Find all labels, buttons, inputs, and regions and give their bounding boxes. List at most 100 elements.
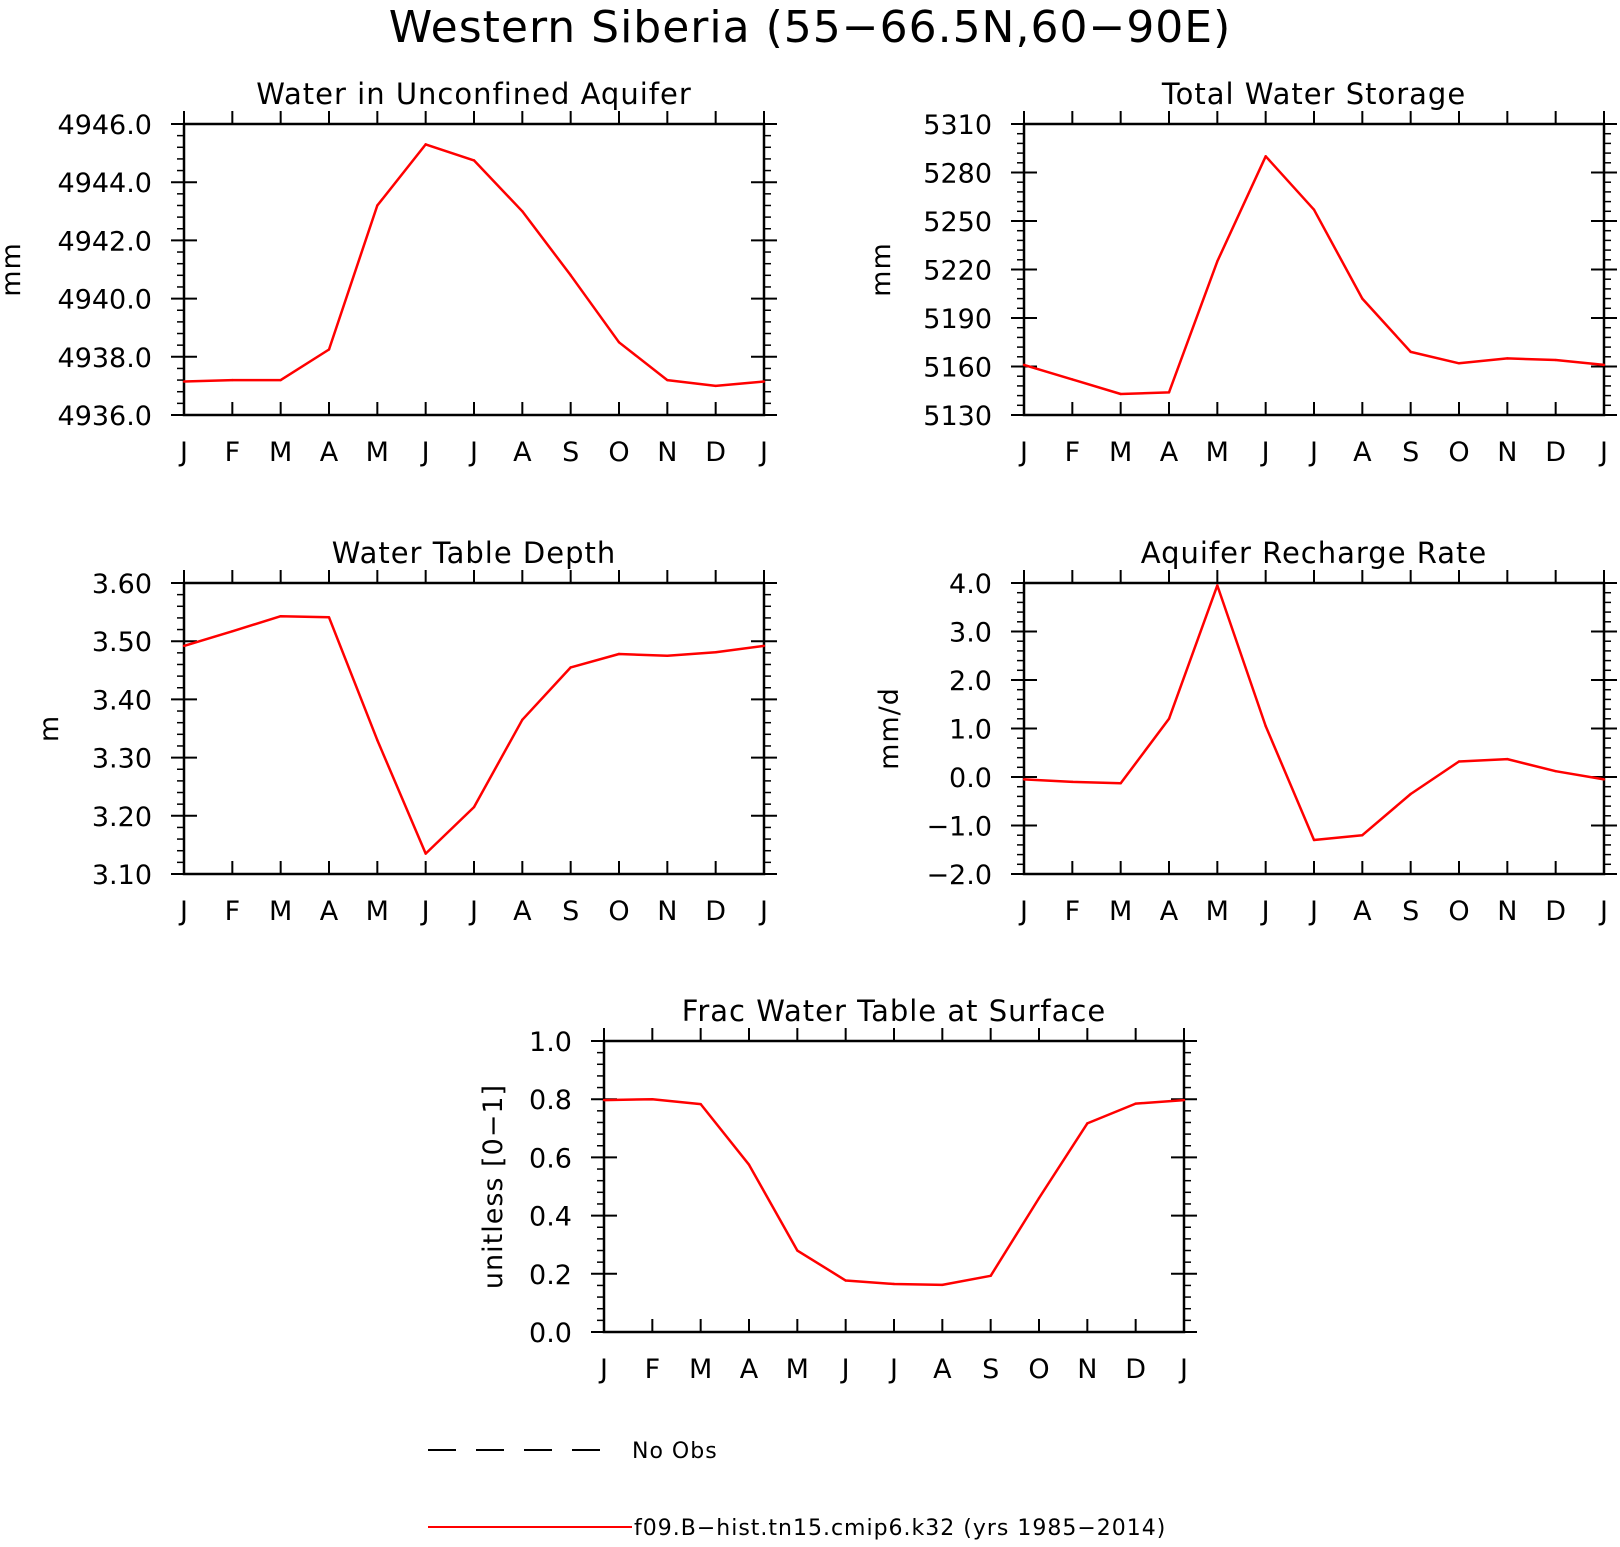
y-tick-label: 4940.0 [58,285,152,316]
data-point [1361,834,1364,837]
data-point [424,852,427,855]
data-point [762,644,766,648]
y-axis-label: mm/d [874,687,905,770]
y-tick-label: 5250 [923,207,992,238]
x-tick-label: N [1497,896,1517,927]
panel-title: Water Table Depth [332,536,617,570]
data-point [1506,357,1509,360]
data-point [666,378,669,382]
data-point [1216,584,1219,587]
data-point [699,1102,702,1106]
data-point [1457,362,1461,365]
data-point [521,210,524,213]
x-tick-label: J [178,896,188,927]
x-tick-label: J [840,1354,850,1385]
legend: No Obs f09.B−hist.tn15.cmip6.k32 (yrs 19… [428,1439,1165,1541]
data-point [1312,838,1316,842]
data-point [1022,363,1026,367]
data-point [1071,378,1074,381]
data-point [1182,1098,1186,1102]
x-tick-label: S [562,896,579,927]
x-tick-label: M [1109,437,1132,468]
series-line [603,1097,1185,1287]
x-tick-label: J [1308,896,1318,927]
y-axis-label: unitless [0−1] [478,1084,509,1289]
x-tick-label: A [1160,896,1179,927]
y-tick-label: 0.0 [949,763,992,794]
data-point [1037,1196,1041,1200]
x-tick-label: J [1308,437,1318,468]
legend-label-no-obs: No Obs [632,1439,718,1464]
data-point [666,654,669,657]
data-point [762,380,766,383]
y-tick-label: 5190 [923,304,992,335]
data-point [569,274,572,277]
x-tick-label: O [1028,1354,1049,1385]
figure-title: Western Siberia (55−66.5N,60−90E) [389,2,1232,53]
x-tick-label: D [1125,1354,1146,1385]
data-point [1167,391,1171,394]
data-point [1361,297,1364,300]
y-tick-label: 4944.0 [58,168,152,199]
panel-title: Total Water Storage [1161,77,1466,111]
y-tick-label: 3.40 [92,685,152,716]
panel-title: Water in Unconfined Aquifer [256,77,692,111]
x-tick-label: J [468,437,478,468]
data-point [1554,358,1557,362]
x-tick-label: F [645,1354,661,1385]
data-point [1312,208,1316,211]
x-tick-label: J [1018,437,1028,468]
x-tick-label: N [1077,1354,1097,1385]
x-tick-label: O [1448,437,1469,468]
x-tick-label: A [933,1354,952,1385]
x-tick-label: J [420,896,430,927]
x-tick-label: J [468,896,478,927]
x-tick-label: M [366,437,389,468]
data-point [327,348,331,351]
data-point [1602,363,1606,367]
x-tick-label: A [1160,437,1179,468]
series-line [1023,584,1605,842]
x-tick-label: O [608,437,629,468]
data-point [892,1282,896,1286]
data-point [941,1283,944,1287]
data-point [1409,350,1412,354]
plot-frame [182,581,766,876]
data-point [747,1163,751,1166]
x-tick-label: A [513,437,532,468]
x-tick-label: S [562,437,579,468]
data-point [376,738,379,742]
data-point [376,204,379,207]
data-point [1216,260,1219,263]
plot-frame [182,122,766,417]
y-tick-label: 4946.0 [58,110,152,141]
x-tick-label: O [1448,896,1469,927]
x-tick-label: D [705,896,726,927]
y-tick-label: 4942.0 [58,226,152,257]
data-point [1264,724,1267,728]
data-point [1086,1122,1089,1125]
x-tick-label: J [420,437,430,468]
data-point [714,651,717,654]
y-tick-label: 3.20 [92,802,152,833]
y-tick-label: 3.50 [92,627,152,658]
panel-title: Frac Water Table at Surface [682,994,1106,1028]
y-tick-label: 4.0 [949,569,992,600]
y-tick-label: 0.8 [529,1085,572,1116]
data-point [231,630,234,633]
x-tick-label: J [1178,1354,1188,1385]
plot-frame [602,1039,1186,1334]
series-line [1023,155,1605,396]
y-tick-label: −2.0 [926,860,992,891]
panel-title: Aquifer Recharge Rate [1141,536,1488,570]
y-tick-label: 3.30 [92,744,152,775]
x-tick-label: F [1065,896,1081,927]
data-point [1602,778,1606,781]
y-tick-label: 5280 [923,159,992,190]
data-point [1554,769,1557,773]
data-point [1119,782,1122,785]
data-point [472,159,476,162]
plot-frame [1022,581,1606,876]
data-point [844,1279,847,1282]
